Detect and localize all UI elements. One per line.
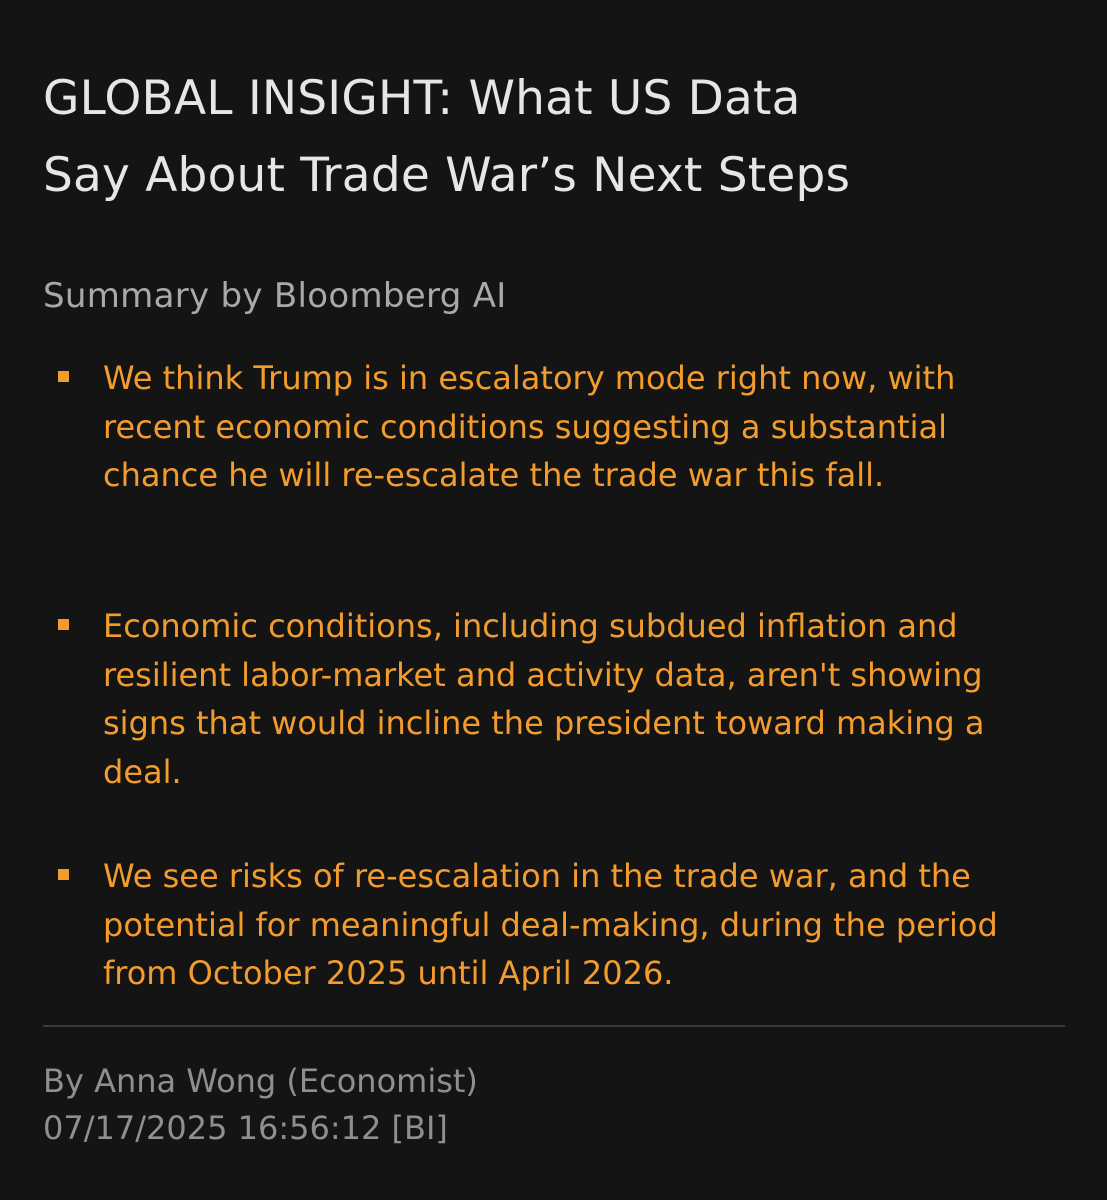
square-bullet-icon xyxy=(58,619,69,630)
divider xyxy=(43,1025,1065,1027)
summary-bullet-text: We see risks of re-escalation in the tra… xyxy=(103,857,998,992)
publish-timestamp: 07/17/2025 16:56:12 [BI] xyxy=(43,1109,448,1147)
author-byline[interactable]: By Anna Wong (Economist) xyxy=(43,1062,478,1100)
summary-label: Summary by Bloomberg AI xyxy=(43,276,507,316)
headline[interactable]: GLOBAL INSIGHT: What US Data Say About T… xyxy=(43,60,1073,214)
square-bullet-icon xyxy=(58,371,69,382)
headline-line-2: Say About Trade War’s Next Steps xyxy=(43,148,851,203)
summary-bullet-text: Economic conditions, including subdued i… xyxy=(103,607,985,791)
summary-bullet-text: We think Trump is in escalatory mode rig… xyxy=(103,359,956,494)
square-bullet-icon xyxy=(58,869,69,880)
headline-line-1: GLOBAL INSIGHT: What US Data xyxy=(43,71,801,126)
